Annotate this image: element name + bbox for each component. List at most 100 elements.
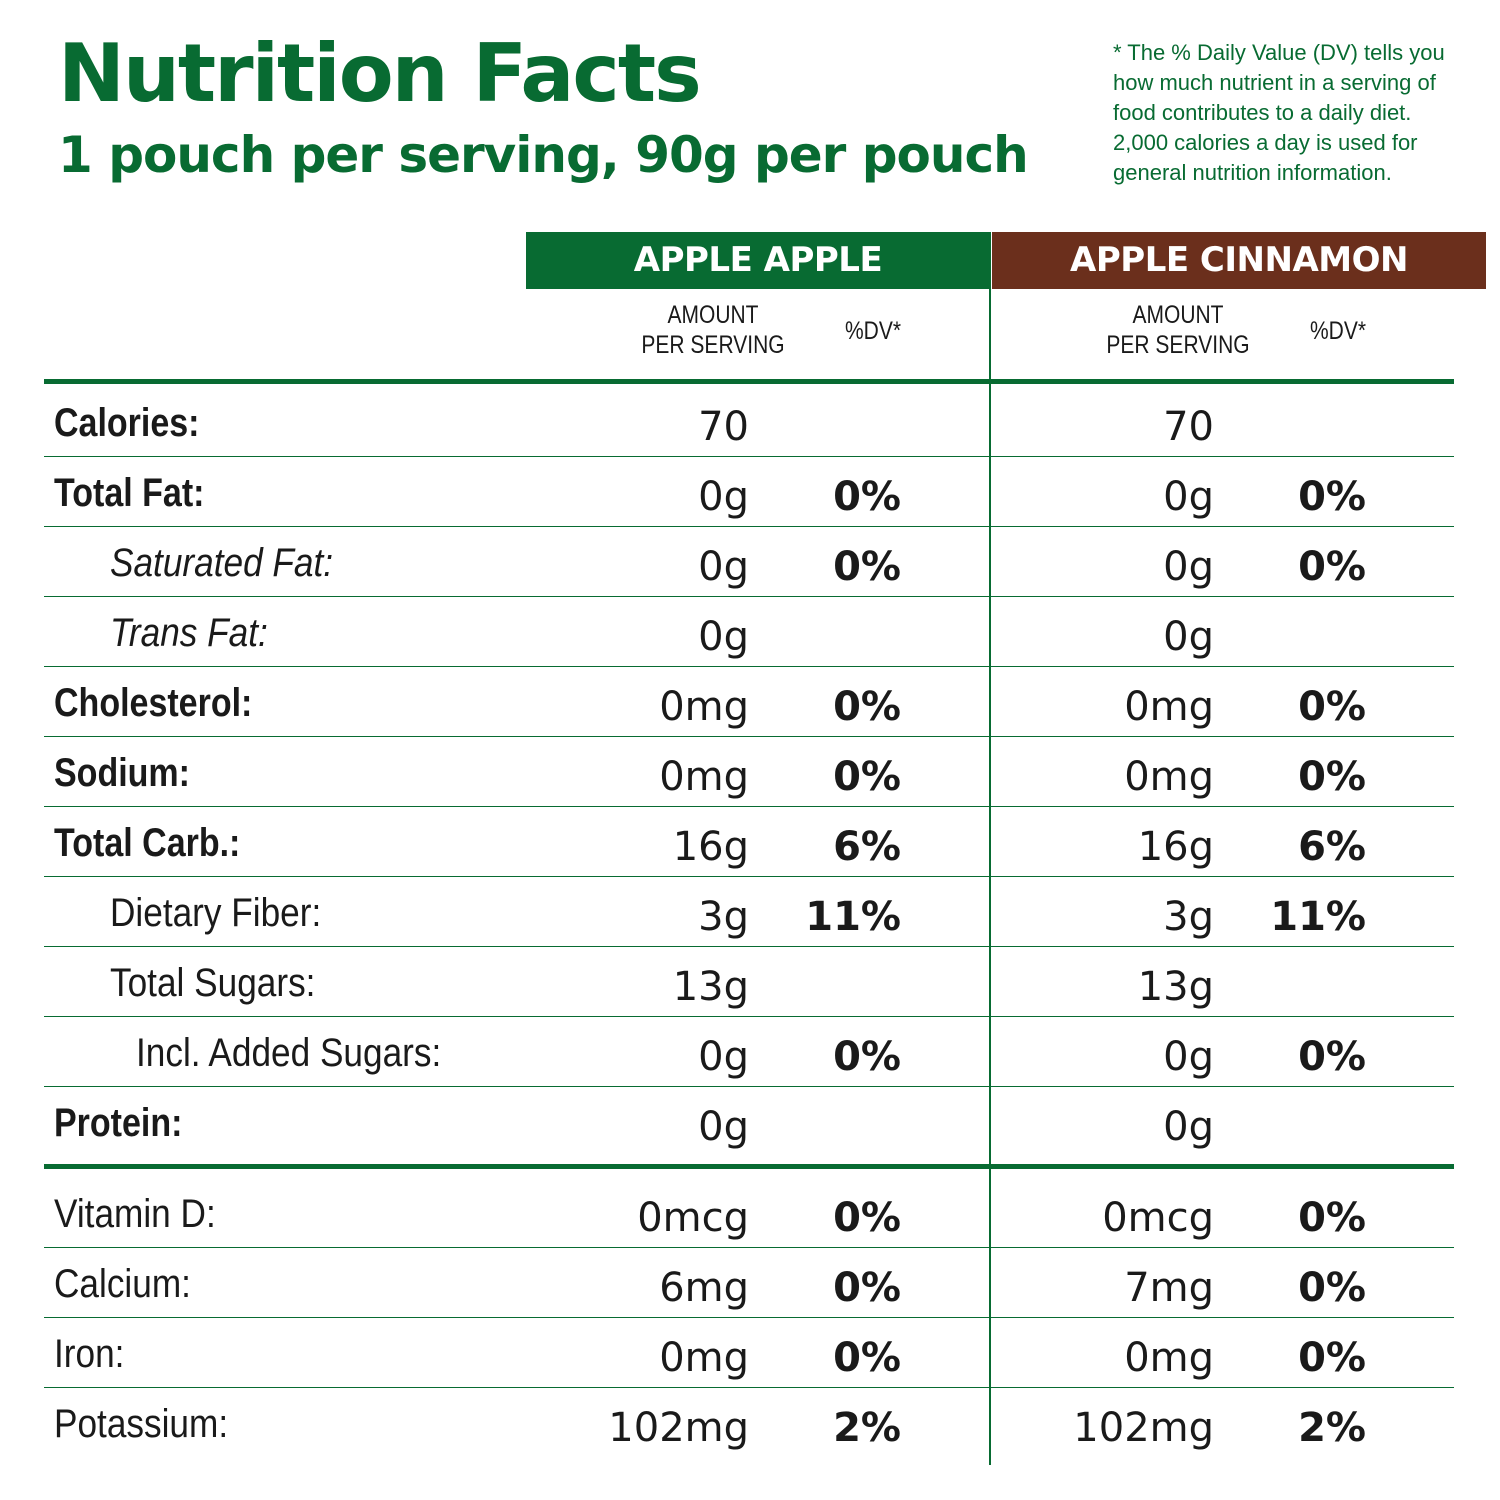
amount-a: 0g [698,614,749,660]
amount-b: 0g [1163,474,1214,520]
nutrient-label: Saturated Fat: [110,541,334,585]
flavor-header-apple-cinnamon: APPLE CINNAMON [992,232,1486,289]
nutrient-row: Vitamin D: 0mcg 0% 0mcg 0% [44,1178,1454,1248]
dv-b: 0% [1298,1335,1366,1381]
row-divider [44,736,1454,737]
nutrient-row: Cholesterol: 0mg 0% 0mg 0% [44,667,1454,737]
dv-a: 0% [833,544,901,590]
amount-a: 0mg [659,1335,749,1381]
amount-b: 3g [1163,894,1214,940]
amount-b: 0g [1163,1104,1214,1150]
row-divider [44,1086,1454,1087]
vitamins-rule [44,1164,1454,1169]
nutrient-row: Dietary Fiber: 3g 11% 3g 11% [44,877,1454,947]
row-divider [44,1247,1454,1248]
amount-b: 0mg [1124,754,1214,800]
amount-b: 70 [1163,404,1214,450]
page-title: Nutrition Facts [58,27,702,120]
amount-b: 0mcg [1102,1195,1214,1241]
dv-a: 0% [833,754,901,800]
dv-b: 2% [1298,1405,1366,1451]
row-divider [44,876,1454,877]
amount-b: 0mg [1124,684,1214,730]
row-divider [44,666,1454,667]
nutrient-label: Incl. Added Sugars: [136,1031,442,1075]
amount-a: 0g [698,474,749,520]
dv-a: 0% [833,474,901,520]
amount-a: 13g [672,964,749,1010]
nutrient-label: Dietary Fiber: [110,891,322,935]
daily-value-footnote: * The % Daily Value (DV) tells you how m… [1113,40,1445,185]
row-divider [44,596,1454,597]
amount-b: 13g [1137,964,1214,1010]
dv-a: 0% [833,1034,901,1080]
row-divider [44,1317,1454,1318]
nutrient-label: Trans Fat: [110,611,268,655]
nutrient-row: Total Fat: 0g 0% 0g 0% [44,457,1454,527]
amount-a: 70 [698,404,749,450]
nutrient-row: Saturated Fat: 0g 0% 0g 0% [44,527,1454,597]
amount-b: 102mg [1073,1405,1214,1451]
amount-b: 0g [1163,1034,1214,1080]
amount-b: 0g [1163,614,1214,660]
amount-a: 102mg [608,1405,749,1451]
dv-b: 0% [1298,1034,1366,1080]
row-divider [44,946,1454,947]
row-divider [44,1016,1454,1017]
dv-b: 0% [1298,684,1366,730]
row-divider [44,806,1454,807]
nutrient-label: Total Carb.: [54,821,241,865]
dv-a: 0% [833,684,901,730]
nutrient-label: Sodium: [54,751,190,795]
dv-header-a: %DV* [844,317,902,345]
nutrient-row: Potassium: 102mg 2% 102mg 2% [44,1388,1454,1458]
dv-b: 11% [1270,894,1366,940]
nutrient-label: Calories: [54,401,200,445]
column-divider [989,232,991,1465]
amount-per-serving-header-b: AMOUNT PER SERVING [1106,301,1250,359]
amount-a: 16g [672,824,749,870]
dv-header-b: %DV* [1309,317,1367,345]
amount-per-serving-header-a: AMOUNT PER SERVING [641,301,785,359]
amount-a: 0mg [659,754,749,800]
nutrient-label: Total Fat: [54,471,205,515]
header-rule [44,379,1454,384]
dv-a: 11% [805,894,901,940]
dv-b: 0% [1298,1265,1366,1311]
nutrient-row: Protein: 0g 0g [44,1087,1454,1157]
amount-a: 0g [698,1034,749,1080]
amount-b: 0g [1163,544,1214,590]
amount-b: 7mg [1124,1265,1214,1311]
amount-a: 6mg [659,1265,749,1311]
flavor-header-apple-apple: APPLE APPLE [526,232,990,289]
dv-b: 0% [1298,1195,1366,1241]
nutrient-row: Calories: 70 70 [44,387,1454,457]
amount-a: 0g [698,544,749,590]
dv-a: 2% [833,1405,901,1451]
serving-size: 1 pouch per serving, 90g per pouch [58,126,1029,184]
nutrient-label: Total Sugars: [110,961,316,1005]
nutrient-row: Sodium: 0mg 0% 0mg 0% [44,737,1454,807]
amount-a: 0mg [659,684,749,730]
row-divider [44,1387,1454,1388]
amount-a: 0g [698,1104,749,1150]
amount-b: 0mg [1124,1335,1214,1381]
nutrient-label: Potassium: [54,1402,229,1446]
nutrient-label: Iron: [54,1332,125,1376]
dv-b: 0% [1298,474,1366,520]
nutrient-row: Total Carb.: 16g 6% 16g 6% [44,807,1454,877]
dv-a: 0% [833,1195,901,1241]
dv-a: 0% [833,1335,901,1381]
nutrient-label: Cholesterol: [54,681,253,725]
row-divider [44,526,1454,527]
nutrient-row: Incl. Added Sugars: 0g 0% 0g 0% [44,1017,1454,1087]
dv-b: 0% [1298,544,1366,590]
nutrient-row: Trans Fat: 0g 0g [44,597,1454,667]
amount-a: 3g [698,894,749,940]
amount-a: 0mcg [637,1195,749,1241]
nutrient-label: Vitamin D: [54,1192,216,1236]
nutrient-row: Iron: 0mg 0% 0mg 0% [44,1318,1454,1388]
dv-a: 6% [833,824,901,870]
dv-b: 0% [1298,754,1366,800]
dv-a: 0% [833,1265,901,1311]
